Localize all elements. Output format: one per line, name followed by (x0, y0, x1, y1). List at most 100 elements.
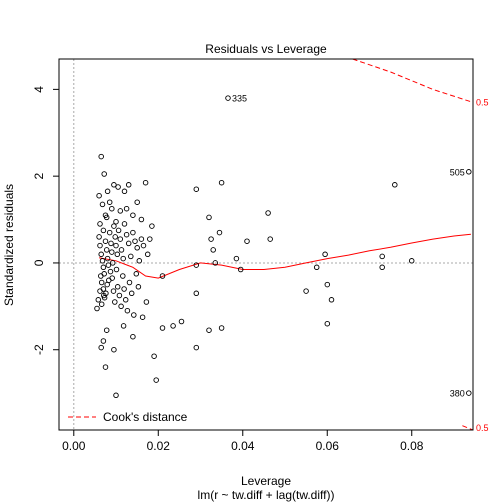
data-point (212, 260, 219, 266)
data-point (159, 273, 166, 279)
point-label-505: 505 (450, 167, 465, 177)
data-point (135, 284, 142, 290)
data-point (193, 186, 200, 192)
data-point (225, 95, 231, 101)
chart-title: Residuals vs Leverage (205, 42, 327, 56)
data-point (104, 188, 111, 195)
data-point (130, 212, 136, 218)
data-point (98, 273, 104, 279)
cook-contour-labels: 0.5 0.5 (476, 97, 489, 432)
cook-level-label-2: 0.5 (476, 423, 489, 433)
data-point (100, 338, 107, 344)
data-point (103, 247, 110, 253)
data-point (218, 325, 225, 331)
data-point (115, 184, 121, 190)
data-point (149, 223, 155, 229)
data-point (109, 275, 115, 281)
data-point (206, 327, 212, 333)
data-point (151, 353, 157, 359)
y-axis: -2 0 2 4 (32, 86, 59, 355)
data-point (244, 238, 250, 244)
y-tick-label: -2 (32, 344, 46, 355)
y-tick-label: 4 (32, 86, 46, 93)
data-point (109, 205, 115, 212)
data-point (98, 279, 105, 286)
data-point (94, 305, 100, 312)
data-point (112, 299, 118, 305)
data-point (108, 240, 114, 247)
data-point (120, 255, 126, 262)
data-point (113, 242, 119, 249)
data-point (115, 227, 122, 234)
data-point (466, 169, 472, 175)
legend: Cook's distance (68, 410, 188, 424)
data-point (106, 229, 113, 236)
data-point (121, 221, 128, 227)
data-point (111, 346, 117, 353)
legend-label-cooks-distance: Cook's distance (103, 410, 188, 424)
x-axis: 0.00 0.02 0.04 0.06 0.08 (62, 430, 424, 453)
x-axis-label: Leverage (241, 474, 291, 488)
data-point (210, 247, 216, 253)
data-point (233, 255, 240, 262)
data-point (132, 238, 138, 244)
data-point (193, 262, 200, 268)
data-point (124, 307, 131, 314)
data-point (178, 318, 185, 325)
data-point (328, 297, 335, 303)
data-point (313, 264, 320, 271)
data-point (122, 297, 129, 303)
data-point (113, 266, 120, 273)
data-point (118, 303, 124, 310)
data-point (216, 229, 223, 236)
data-point (113, 218, 119, 225)
data-point (97, 242, 103, 249)
data-point (147, 236, 153, 242)
data-point (112, 234, 118, 240)
data-point (113, 392, 119, 399)
data-point (265, 210, 271, 216)
data-point (138, 216, 145, 223)
data-point (121, 286, 127, 292)
data-point (143, 299, 150, 305)
data-point (170, 323, 176, 329)
data-point (466, 390, 472, 396)
data-point (128, 290, 135, 297)
point-label-380: 380 (450, 389, 465, 399)
data-point (303, 288, 309, 294)
data-point (100, 227, 107, 234)
data-point (97, 221, 103, 227)
points-layer (94, 95, 472, 399)
data-point (98, 301, 105, 307)
data-point (111, 223, 117, 229)
data-point (105, 262, 112, 268)
data-point (106, 199, 113, 205)
data-point (140, 242, 147, 249)
data-point (130, 229, 136, 236)
smoother-layer (99, 233, 471, 279)
data-point (98, 344, 104, 351)
data-point (134, 245, 140, 251)
data-point (99, 201, 106, 208)
cooks-distance-lines (352, 59, 473, 430)
data-point (117, 236, 124, 242)
data-point (134, 199, 140, 205)
reference-lines (59, 59, 473, 430)
data-point (324, 320, 331, 327)
data-point (125, 182, 132, 188)
point-labels: 335 505 380 (232, 94, 465, 399)
data-point (107, 268, 114, 275)
data-point (96, 234, 102, 240)
data-point (136, 258, 143, 264)
data-point (193, 344, 200, 351)
data-point (125, 240, 132, 247)
data-point (153, 377, 159, 383)
data-point (133, 271, 140, 277)
data-point (138, 236, 145, 242)
data-point (98, 153, 104, 160)
cook-contour-lower (462, 425, 473, 430)
data-point (109, 260, 116, 266)
data-point (206, 214, 212, 221)
data-point (96, 192, 102, 199)
